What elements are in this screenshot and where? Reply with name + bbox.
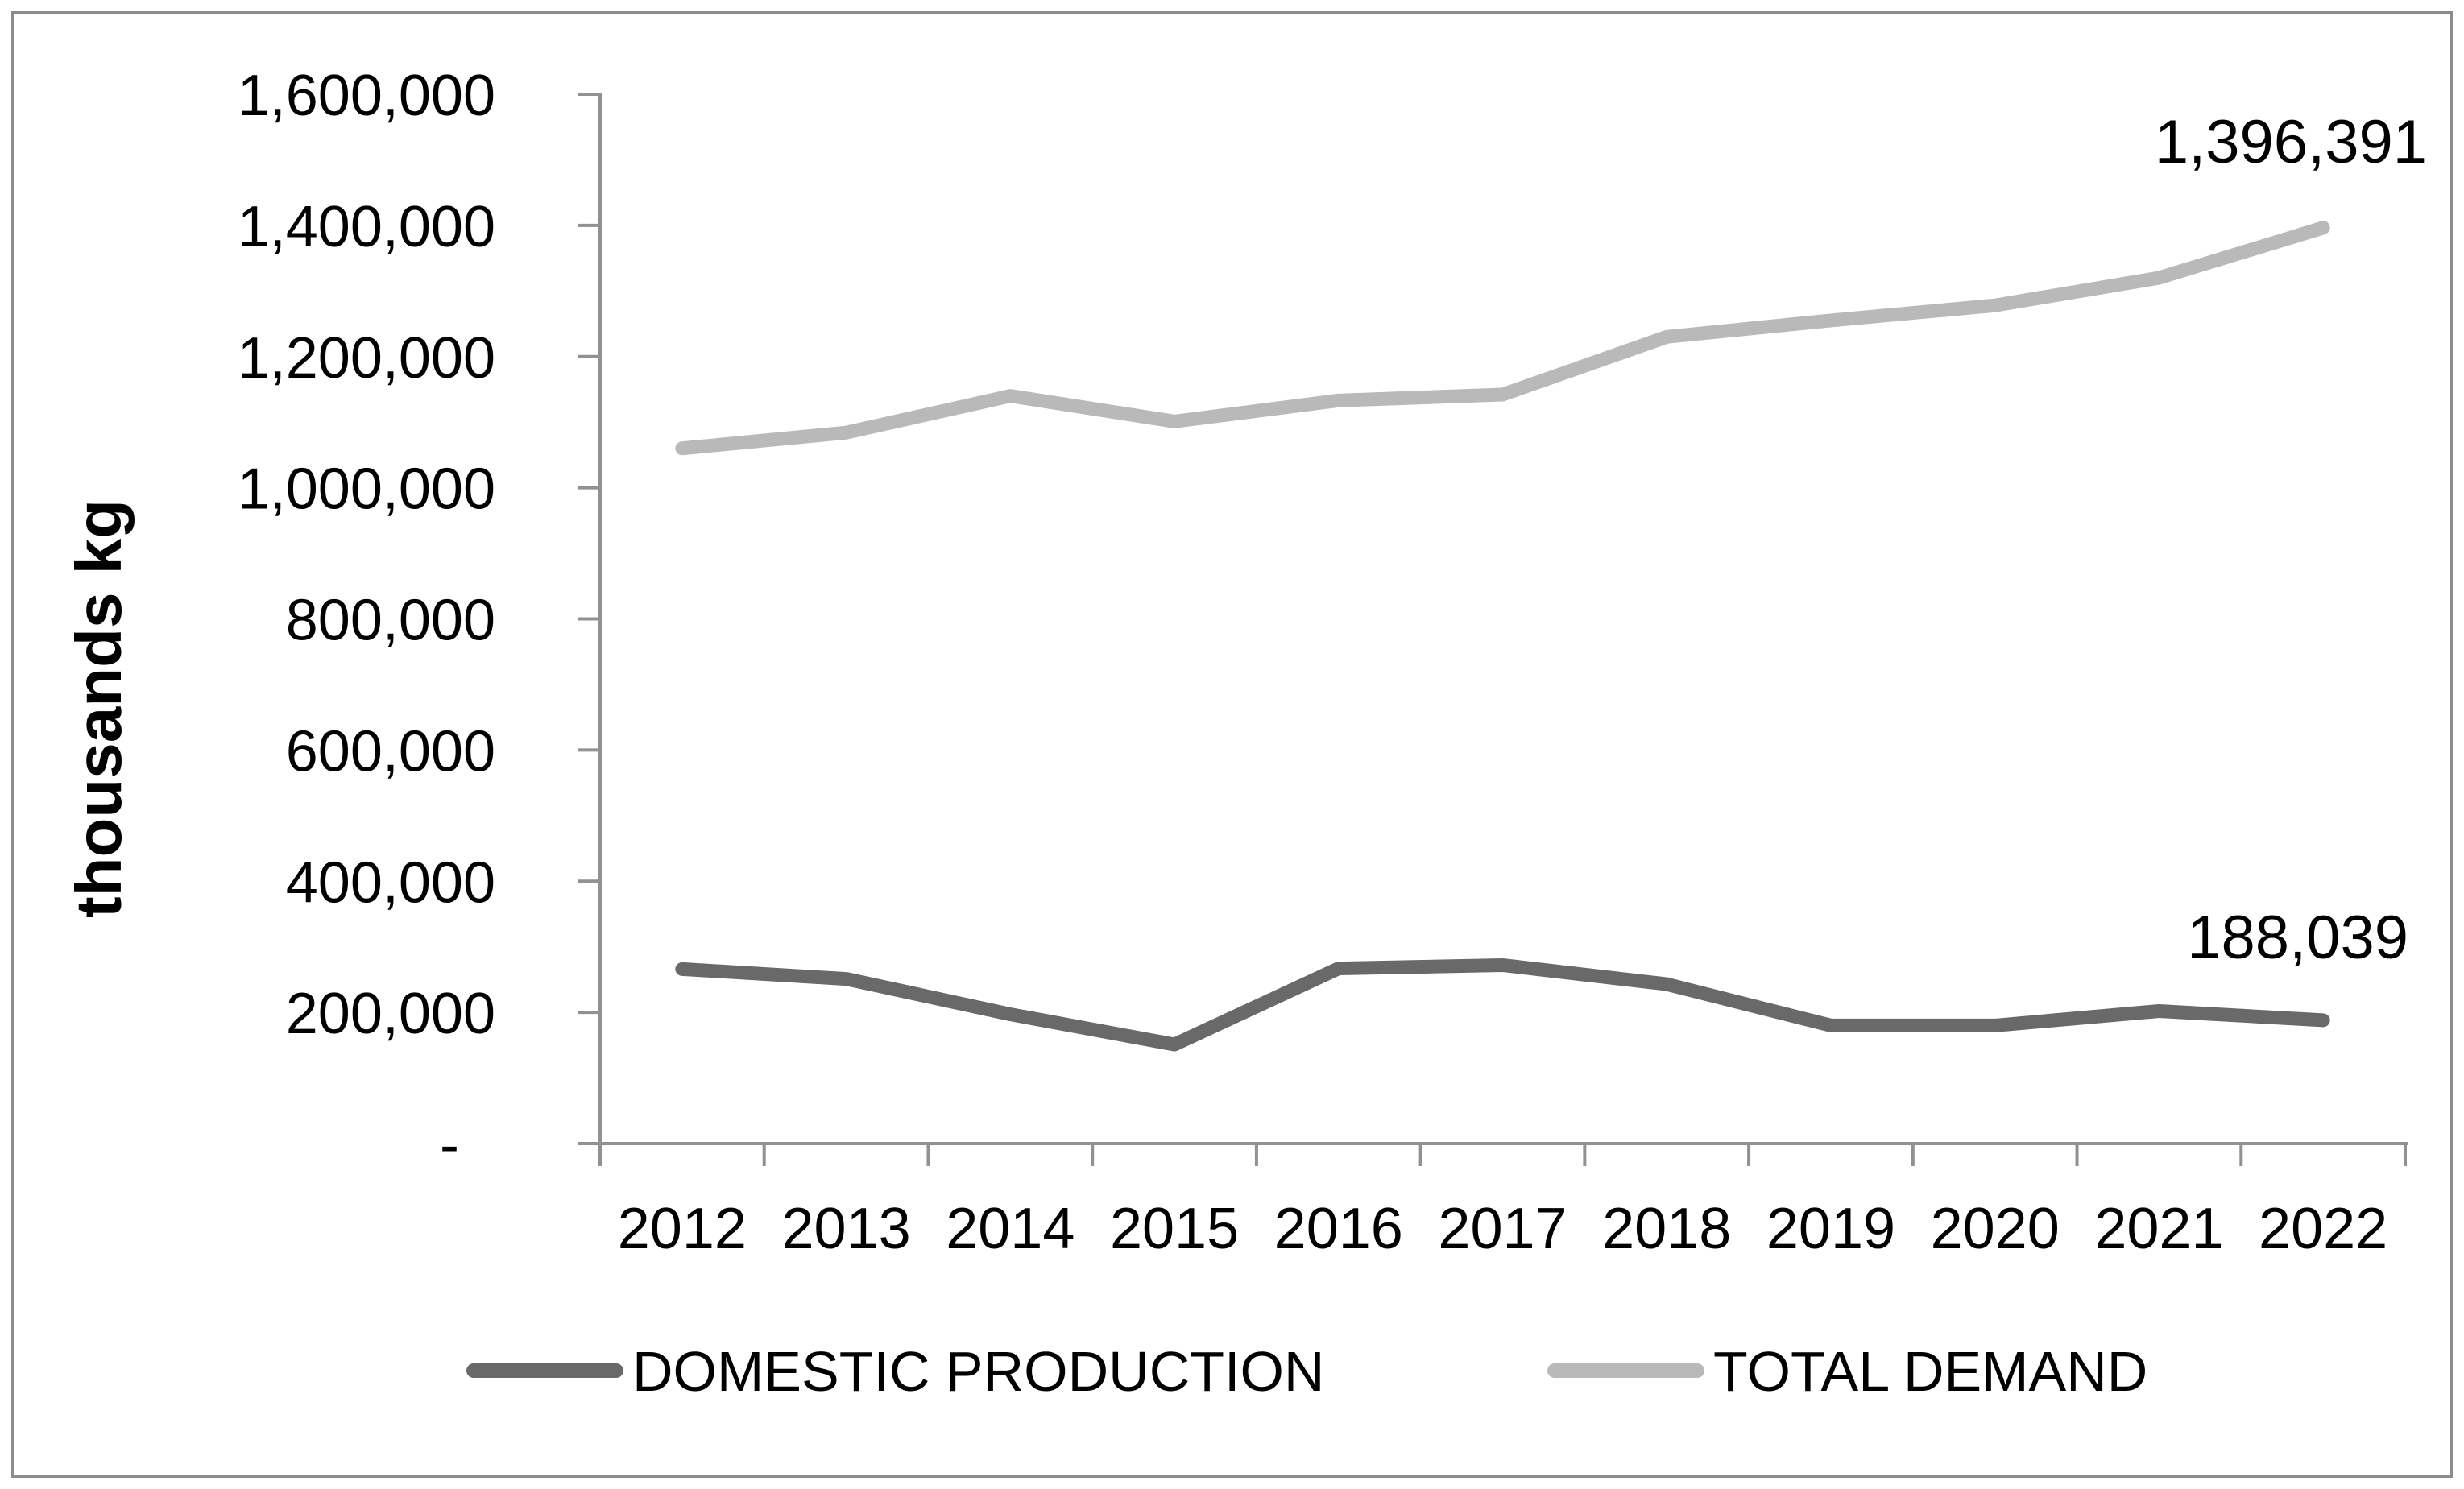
x-tick-label: 2017 — [1438, 1197, 1567, 1261]
y-tick-label: 1,000,000 — [238, 457, 495, 522]
y-axis-title: thousands kg — [63, 499, 135, 918]
x-tick-label: 2018 — [1602, 1197, 1731, 1261]
x-tick-label: 2020 — [1931, 1197, 2060, 1261]
x-tick-label: 2013 — [782, 1197, 911, 1261]
y-tick-label: 600,000 — [286, 719, 495, 784]
x-tick-label: 2021 — [2094, 1197, 2223, 1261]
y-tick-label: 800,000 — [286, 589, 495, 653]
data-label-total-demand: 1,396,391 — [2155, 108, 2427, 176]
legend-label-domestic-production: DOMESTIC PRODUCTION — [632, 1340, 1324, 1403]
x-tick-label: 2014 — [946, 1197, 1075, 1261]
series-line-domestic-production — [675, 958, 2330, 1052]
y-tick-label: 1,200,000 — [238, 326, 495, 391]
y-tick-label: 1,600,000 — [238, 64, 495, 128]
chart-border — [11, 11, 2453, 1478]
series-line-total-demand — [675, 221, 2330, 456]
y-tick-label: - — [440, 1113, 459, 1177]
x-tick-label: 2016 — [1274, 1197, 1403, 1261]
x-tick-label: 2012 — [618, 1197, 747, 1261]
y-tick-label: 400,000 — [286, 850, 495, 915]
x-tick-label: 2019 — [1766, 1197, 1895, 1261]
x-tick-label: 2022 — [2259, 1197, 2387, 1261]
y-tick-label: 200,000 — [286, 982, 495, 1046]
data-label-domestic-production: 188,039 — [2187, 904, 2408, 972]
y-tick-label: 1,400,000 — [238, 195, 495, 259]
x-tick-label: 2015 — [1110, 1197, 1239, 1261]
legend-label-total-demand: TOTAL DEMAND — [1713, 1340, 2147, 1403]
